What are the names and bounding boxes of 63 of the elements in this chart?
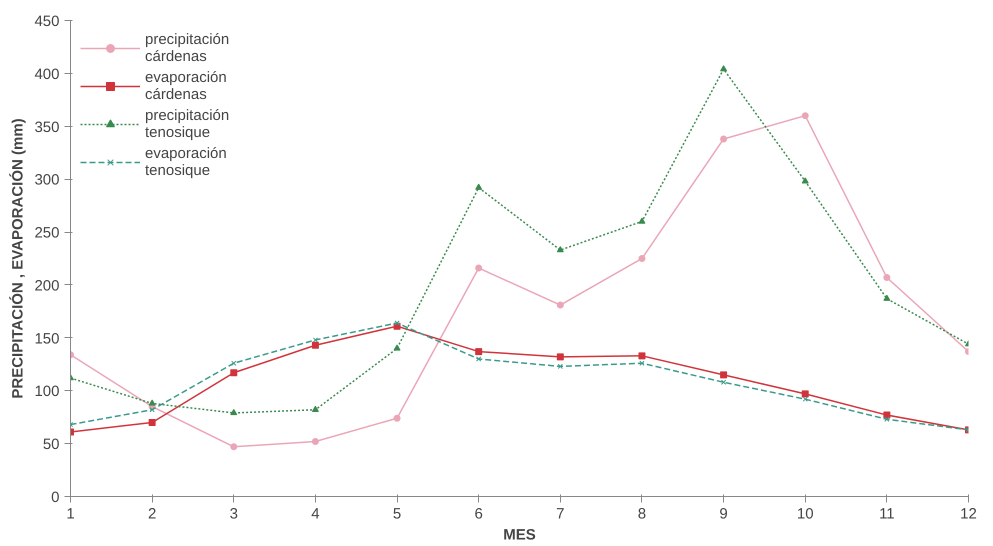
y-tick-label: 450 — [34, 13, 60, 30]
point — [312, 438, 319, 445]
x-tick-label: 8 — [638, 506, 646, 522]
y-tick-label: 250 — [34, 224, 60, 242]
point — [475, 348, 482, 356]
point — [802, 177, 809, 184]
point — [720, 380, 726, 385]
legend-label: evaporación tenosique — [145, 144, 227, 180]
point — [475, 264, 482, 272]
point — [312, 406, 319, 412]
point — [638, 255, 646, 262]
x-tick-label: 12 — [960, 506, 977, 522]
x-tick-label: 11 — [879, 506, 895, 522]
point — [802, 396, 808, 402]
point — [556, 246, 564, 252]
point — [150, 407, 155, 412]
x-tick-label: 5 — [392, 506, 402, 522]
point — [231, 360, 236, 366]
point — [883, 294, 890, 301]
point — [558, 364, 563, 370]
point — [638, 352, 646, 360]
point — [883, 274, 890, 282]
y-tick-label: 150 — [34, 330, 60, 348]
x-tick-label: 4 — [311, 506, 320, 522]
y-tick-label: 350 — [34, 118, 60, 136]
point — [230, 408, 238, 416]
point — [476, 356, 482, 362]
point — [394, 320, 400, 326]
y-tick-label: 400 — [34, 66, 60, 83]
point — [802, 390, 809, 398]
x-tick-label: 2 — [148, 506, 156, 522]
x-tick-label: 7 — [556, 506, 564, 522]
y-tick-label: 100 — [34, 383, 60, 400]
point — [148, 399, 156, 406]
point — [312, 337, 318, 343]
point — [475, 184, 482, 190]
point — [720, 371, 728, 378]
x-tick-label: 3 — [230, 506, 238, 522]
point — [883, 412, 890, 419]
point — [639, 360, 645, 366]
y-tick-label: 50 — [42, 436, 60, 454]
point — [148, 418, 156, 426]
y-tick-label: 200 — [34, 277, 60, 294]
x-tick-label: 10 — [796, 506, 814, 522]
point — [230, 443, 238, 450]
point — [394, 344, 401, 351]
point — [884, 416, 890, 422]
x-axis-title: MES — [503, 526, 536, 544]
y-tick-label: 0 — [51, 489, 60, 506]
point — [720, 65, 728, 72]
point — [312, 342, 319, 349]
y-axis-title: PRECIPITACIÓN , EVAPORACIÓN (mm) — [8, 118, 26, 399]
y-tick-label: 300 — [34, 172, 60, 189]
point — [720, 135, 728, 142]
point — [394, 414, 401, 422]
x-tick-label: 1 — [66, 506, 75, 522]
x-tick-label: 6 — [474, 506, 483, 522]
point — [556, 353, 564, 360]
point — [638, 218, 646, 224]
point — [230, 369, 238, 376]
x-tick-label: 9 — [719, 506, 728, 522]
point — [556, 302, 564, 309]
point — [802, 112, 809, 120]
